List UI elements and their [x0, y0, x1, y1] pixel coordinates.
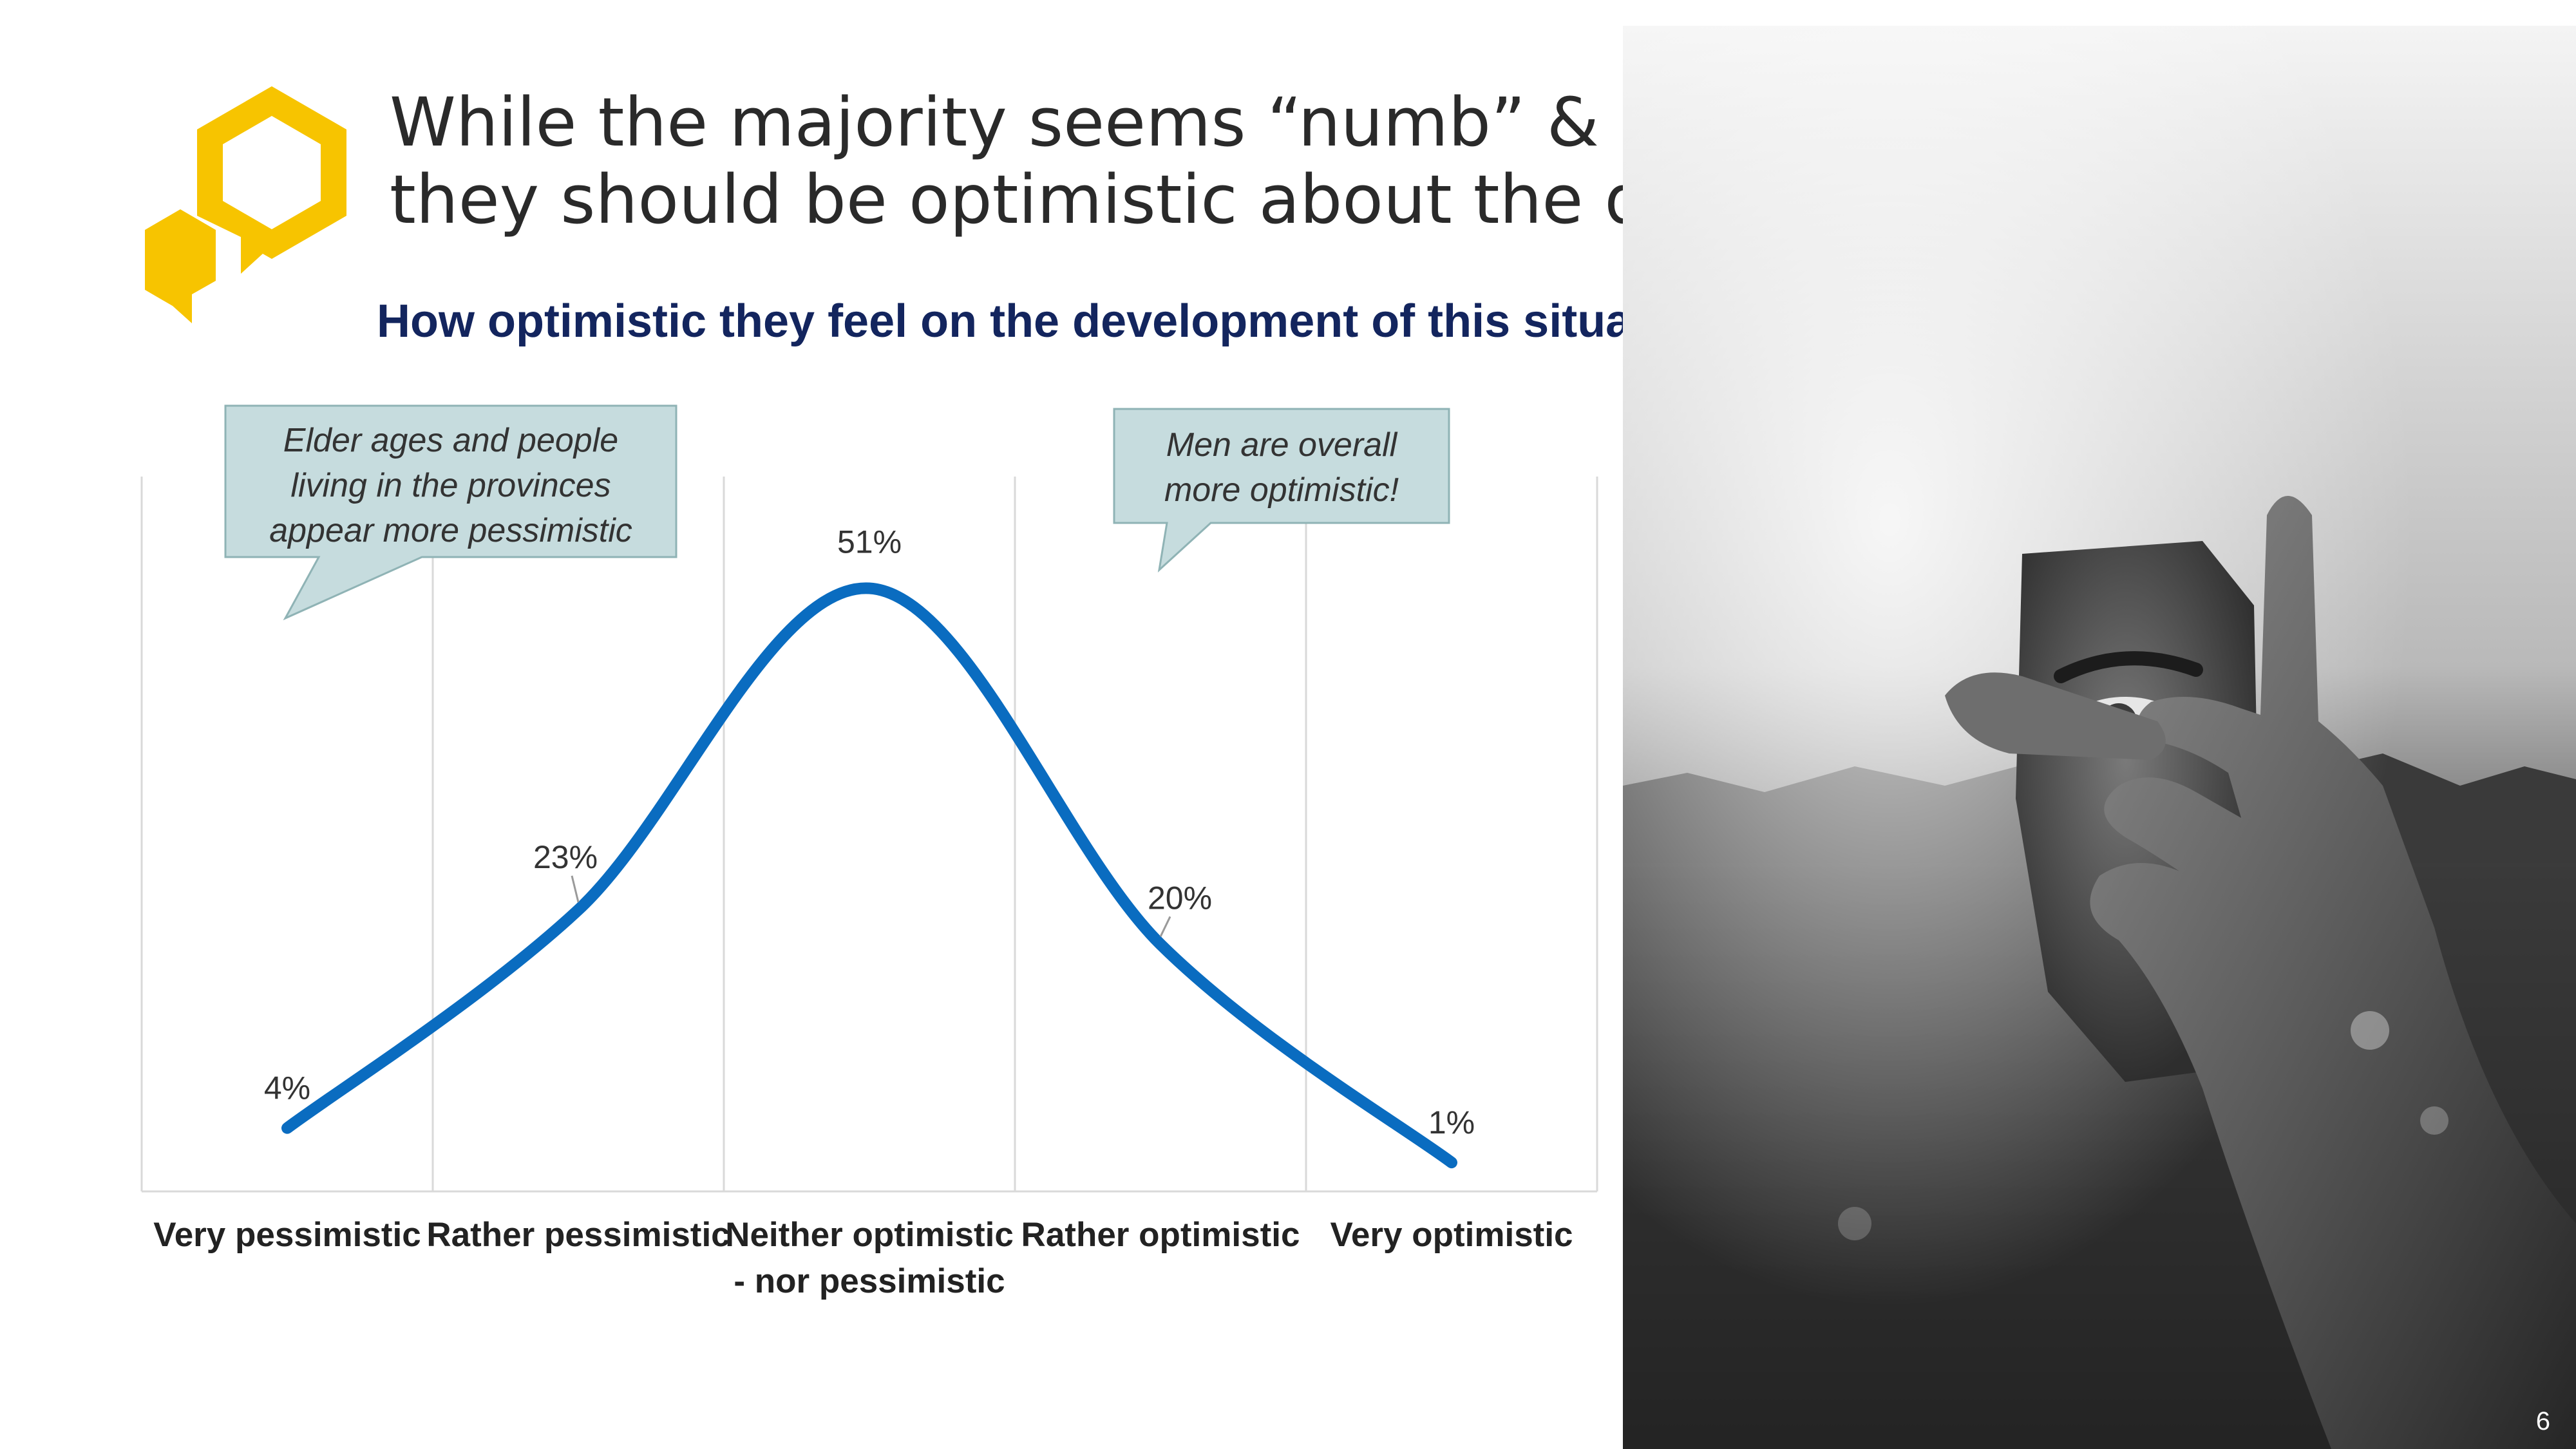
- callout-optimistic-bubble: [1113, 408, 1450, 573]
- callout-pessimistic-line-1: Elder ages and people: [283, 422, 618, 459]
- chart-subtitle: How optimistic they feel on the developm…: [377, 296, 1717, 347]
- data-label-leader-line: [571, 875, 580, 903]
- category-label: Rather optimistic: [1021, 1216, 1300, 1254]
- category-label: Very pessimistic: [153, 1216, 421, 1254]
- photo-bokeh-3: [1838, 1207, 1871, 1240]
- chart-gridlines: [140, 477, 1598, 1193]
- data-label: 1%: [1428, 1104, 1475, 1141]
- category-label: Rather pessimistic: [426, 1216, 730, 1254]
- category-label: Very optimistic: [1330, 1216, 1573, 1254]
- large-hexagon-bubble-shape: [197, 86, 346, 274]
- optimism-line-chart: 4% 23% 51% 20% 1% Very pessimistic Rather pes…: [140, 404, 1598, 1300]
- chart-category-labels: Very pessimistic Rather pessimisticNeithe…: [153, 1216, 1573, 1300]
- data-label: 51%: [837, 524, 902, 560]
- category-label: Neither optimistic: [725, 1216, 1014, 1254]
- photo-brow: [2054, 651, 2203, 683]
- data-label: 4%: [264, 1070, 310, 1106]
- photo-hand: [2090, 496, 2576, 1449]
- callout-pessimistic-bubble: [224, 404, 677, 621]
- callout-optimistic-line-1: Men are overall: [1166, 426, 1398, 464]
- photo-bokeh-1: [2351, 1011, 2389, 1050]
- page-number: 6: [2535, 1407, 2550, 1435]
- chart-series: [281, 582, 1457, 1169]
- optimism-series-line: [281, 582, 1457, 1169]
- data-label-leader-line: [1159, 916, 1171, 937]
- hexagon-speech-logo-icon: [145, 86, 346, 323]
- chart-leader-lines: [571, 875, 1171, 937]
- data-label: 20%: [1148, 880, 1212, 916]
- category-label: - nor pessimistic: [734, 1262, 1005, 1300]
- callout-pessimistic: Elder ages and people living in the prov…: [224, 404, 677, 621]
- callout-optimistic-line-2: more optimistic!: [1164, 471, 1399, 509]
- chart-data-labels: 4% 23% 51% 20% 1%: [264, 524, 1475, 1141]
- small-hexagon-bubble-shape: [145, 209, 216, 323]
- callout-optimistic: Men are overall more optimistic!: [1113, 408, 1450, 573]
- photo-thumb: [1945, 672, 2166, 760]
- callout-pessimistic-line-3: appear more pessimistic: [269, 512, 632, 549]
- photo-bokeh-2: [2420, 1106, 2448, 1135]
- callout-pessimistic-line-2: living in the provinces: [290, 467, 611, 504]
- data-label: 23%: [533, 839, 598, 875]
- hand-framing-eye-photo: [1623, 26, 2576, 1449]
